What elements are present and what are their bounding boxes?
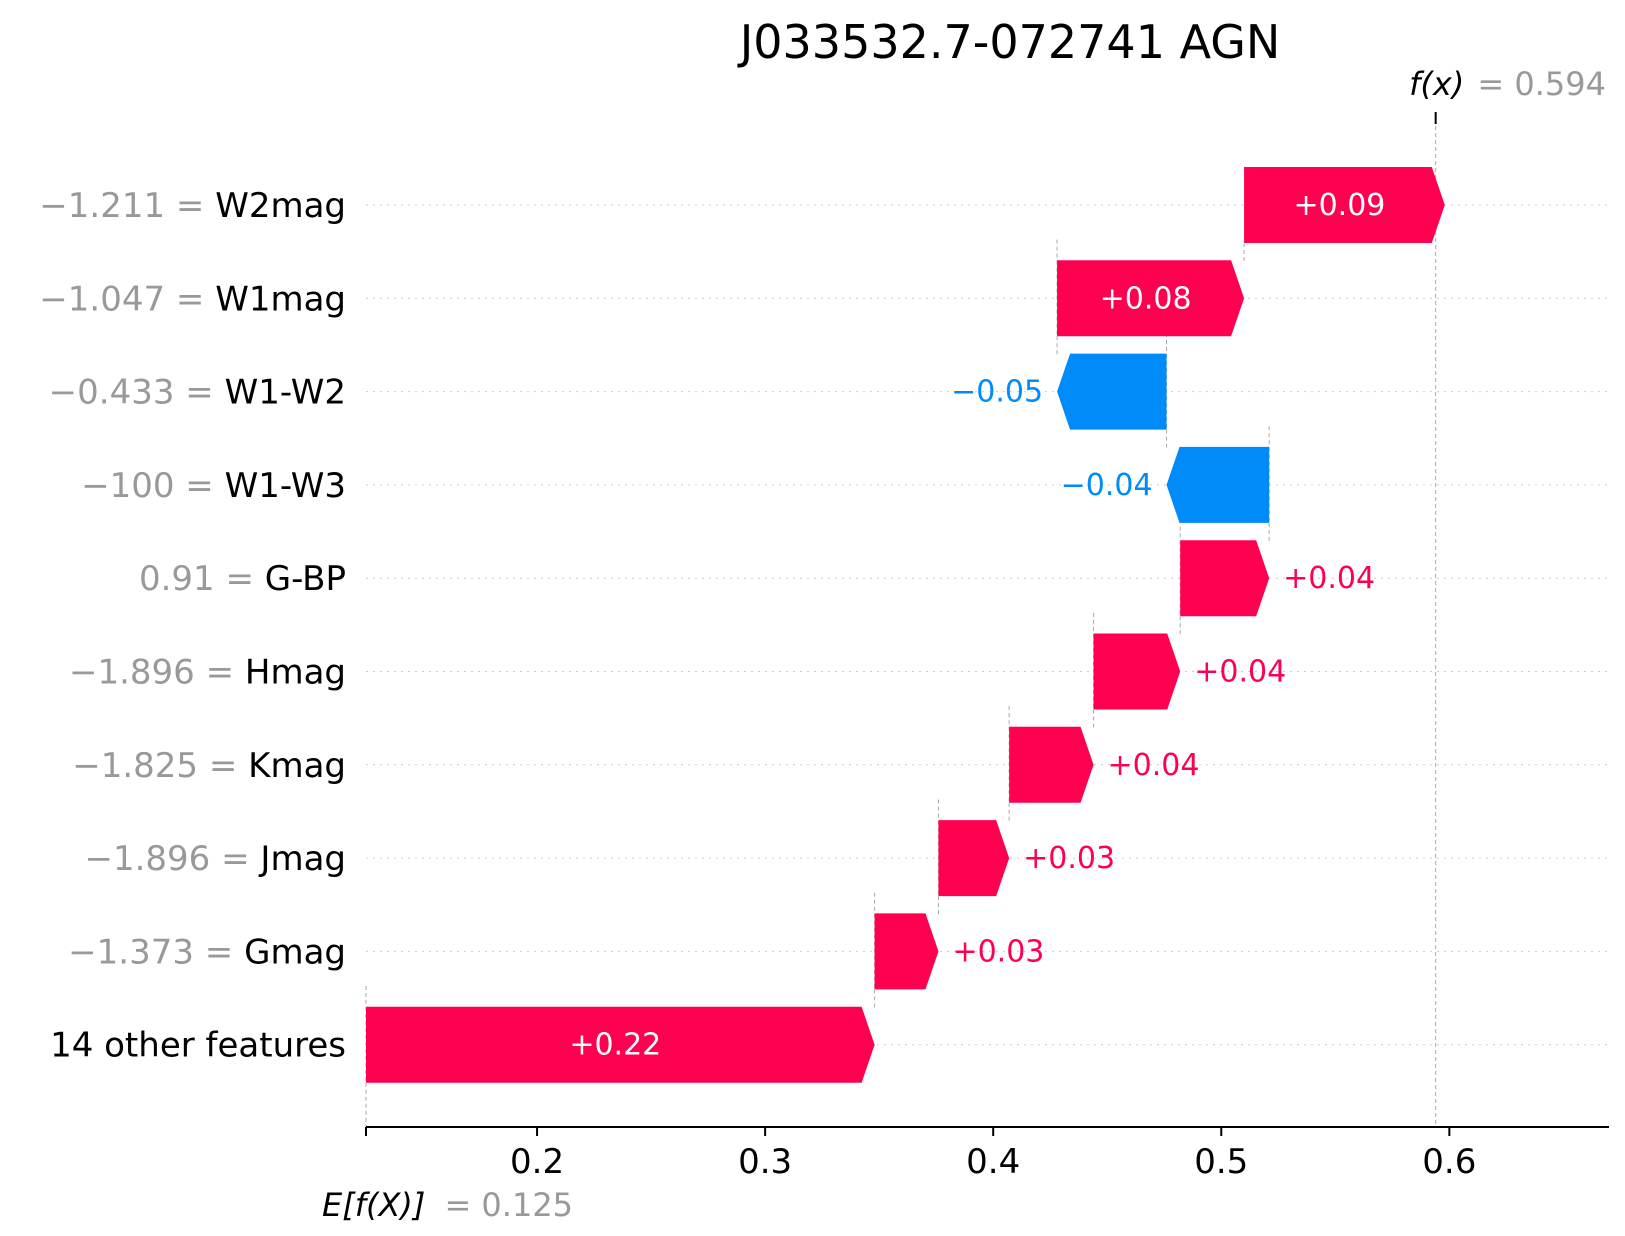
- feature-value: −0.433 =: [49, 373, 225, 413]
- bar-value-label: +0.22: [569, 1028, 661, 1063]
- svg-text:f(x) = 0.594: f(x) = 0.594: [1409, 65, 1606, 103]
- base-value-annotation: E[f(X)] = 0.125: [322, 1186, 573, 1224]
- waterfall-bar: [1180, 540, 1270, 617]
- output-value-label: f(x): [1409, 65, 1464, 103]
- bar-value-label: +0.04: [1108, 748, 1200, 783]
- chart-title: J033532.7-072741 AGN: [737, 15, 1281, 69]
- feature-value: −1.211 =: [39, 186, 215, 226]
- feature-name: Jmag: [258, 839, 346, 879]
- waterfall-bar: [1009, 726, 1094, 803]
- waterfall-bar: [874, 913, 939, 990]
- base-value-text: = 0.125: [444, 1186, 573, 1224]
- bar-value-label: −0.04: [1061, 468, 1153, 503]
- feature-value: −1.373 =: [68, 932, 244, 972]
- feature-value: −1.896 =: [84, 839, 260, 879]
- feature-label: −1.373 = Gmag: [68, 932, 346, 972]
- feature-name: W2mag: [215, 186, 346, 226]
- waterfall-bar: [1057, 353, 1167, 430]
- waterfall-bar: [1093, 633, 1181, 710]
- bar-value-label: +0.03: [1023, 841, 1115, 876]
- grid-layer: [366, 204, 1609, 1046]
- feature-name: Gmag: [244, 932, 346, 972]
- base-value-label: E[f(X)]: [322, 1186, 425, 1224]
- output-value-text: = 0.594: [1477, 65, 1606, 103]
- feature-label: −1.896 = Jmag: [84, 839, 346, 879]
- feature-value: −1.047 =: [39, 279, 215, 319]
- waterfall-bar: [1244, 167, 1445, 243]
- feature-name: G-BP: [265, 559, 346, 599]
- bar-value-label: +0.08: [1100, 281, 1192, 316]
- feature-value: −1.825 =: [72, 746, 248, 786]
- feature-label: 0.91 = G-BP: [139, 559, 346, 599]
- feature-value: −1.896 =: [69, 653, 245, 693]
- feature-label: −0.433 = W1-W2: [49, 373, 346, 413]
- waterfall-bar: [366, 1006, 875, 1083]
- x-tick-label: 0.3: [738, 1142, 792, 1182]
- bar-value-label: +0.04: [1283, 561, 1375, 596]
- feature-label: −1.047 = W1mag: [39, 279, 346, 319]
- feature-name: 14 other features: [50, 1026, 346, 1066]
- feature-name: W1-W2: [225, 373, 346, 413]
- feature-name: W1-W3: [225, 466, 346, 506]
- feature-value: −100 =: [81, 466, 225, 506]
- feature-value: 0.91 =: [139, 559, 265, 599]
- x-tick-label: 0.2: [510, 1142, 564, 1182]
- output-value-annotation: f(x) = 0.594: [1409, 65, 1606, 103]
- bar-layer: [366, 167, 1445, 1083]
- feature-label: −100 = W1-W3: [81, 466, 346, 506]
- feature-label: 14 other features: [50, 1026, 346, 1066]
- feature-label: −1.896 = Hmag: [69, 653, 346, 693]
- feature-name: W1mag: [215, 279, 346, 319]
- bar-value-label: +0.03: [952, 934, 1044, 969]
- x-axis: 0.2 0.3 0.4 0.5 0.6: [365, 112, 1609, 1182]
- waterfall-bar: [1057, 260, 1245, 337]
- feature-name: Hmag: [245, 653, 346, 693]
- feature-label: −1.211 = W2mag: [39, 186, 346, 226]
- feature-label: −1.825 = Kmag: [72, 746, 346, 786]
- x-tick-label: 0.4: [966, 1142, 1020, 1182]
- x-tick-label: 0.6: [1422, 1142, 1476, 1182]
- svg-text:E[f(X)] = 0.125: E[f(X)] = 0.125: [322, 1186, 573, 1224]
- bar-value-label: +0.04: [1194, 655, 1286, 690]
- bar-value-label: −0.05: [951, 375, 1043, 410]
- feature-name: Kmag: [248, 746, 346, 786]
- waterfall-bar: [938, 820, 1010, 897]
- bar-value-label: +0.09: [1293, 188, 1385, 223]
- feature-label-layer: −1.211 = W2mag +0.09 −1.047 = W1mag +0.08 −0…: [39, 186, 1385, 1066]
- x-tick-label: 0.5: [1194, 1142, 1248, 1182]
- waterfall-bar: [1166, 446, 1270, 523]
